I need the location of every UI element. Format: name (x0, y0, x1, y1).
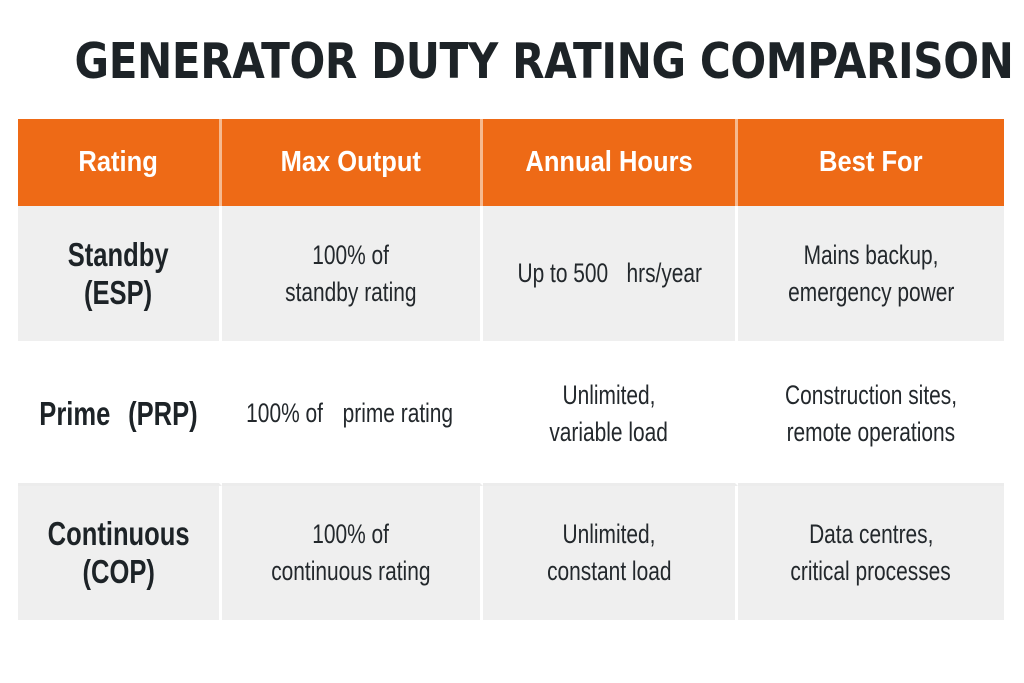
row-continuous-best-for: Data centres, critical processes (738, 486, 1004, 623)
cell-line: standby rating (285, 276, 417, 307)
column-header-label: Max Output (280, 146, 422, 178)
cell-line: hrs/year (626, 258, 702, 288)
cell-line: constant load (546, 556, 672, 586)
cell-line: 100% of (312, 239, 390, 270)
cell-line: continuous rating (271, 556, 431, 586)
rating-code: (ESP) (84, 273, 153, 311)
rating-code: (COP) (82, 553, 155, 590)
row-prime-rating: Prime (PRP) (18, 344, 222, 486)
cell-line: 100% of (246, 398, 324, 428)
column-header-label: Rating (78, 146, 159, 178)
column-header-rating: Rating (18, 119, 222, 206)
row-continuous-rating: Continuous (COP) (18, 486, 222, 623)
column-header-label: Annual Hours (525, 146, 693, 178)
rating-code: (PRP) (128, 394, 198, 432)
column-header-max-output: Max Output (222, 119, 483, 206)
rating-name: Standby (68, 235, 169, 273)
row-prime-annual-hours: Unlimited, variable load (483, 344, 738, 486)
cell-line: 100% of (312, 519, 390, 549)
cell-line: Unlimited, (562, 519, 656, 549)
cell-line: Up to 500 (517, 258, 609, 288)
row-standby-rating: Standby (ESP) (18, 206, 222, 344)
cell-line: critical processes (790, 556, 952, 586)
rating-name: Prime (39, 394, 111, 432)
cell-line: variable load (549, 416, 669, 447)
row-prime-max-output: 100% of prime rating (222, 344, 483, 486)
row-standby-max-output: 100% of standby rating (222, 206, 483, 344)
column-header-best-for: Best For (738, 119, 1004, 206)
row-prime-best-for: Construction sites, remote operations (738, 344, 1004, 486)
rating-name: Continuous (47, 515, 190, 552)
row-continuous-annual-hours: Unlimited, constant load (483, 486, 738, 623)
cell-line: Construction sites, (785, 379, 957, 410)
column-header-annual-hours: Annual Hours (483, 119, 738, 206)
column-header-label: Best For (819, 146, 923, 178)
duty-rating-table: Rating Max Output Annual Hours Best For … (18, 119, 1004, 623)
cell-line: prime rating (342, 398, 454, 428)
cell-line: emergency power (787, 276, 955, 307)
page-title: GENERATOR DUTY RATING COMPARISON (74, 33, 1014, 90)
cell-line: remote operations (786, 416, 956, 447)
cell-line: Mains backup, (803, 239, 939, 270)
row-standby-annual-hours: Up to 500 hrs/year (483, 206, 738, 344)
cell-line: Data centres, (808, 519, 934, 549)
row-continuous-max-output: 100% of continuous rating (222, 486, 483, 623)
row-standby-best-for: Mains backup, emergency power (738, 206, 1004, 344)
cell-line: Unlimited, (562, 379, 656, 410)
